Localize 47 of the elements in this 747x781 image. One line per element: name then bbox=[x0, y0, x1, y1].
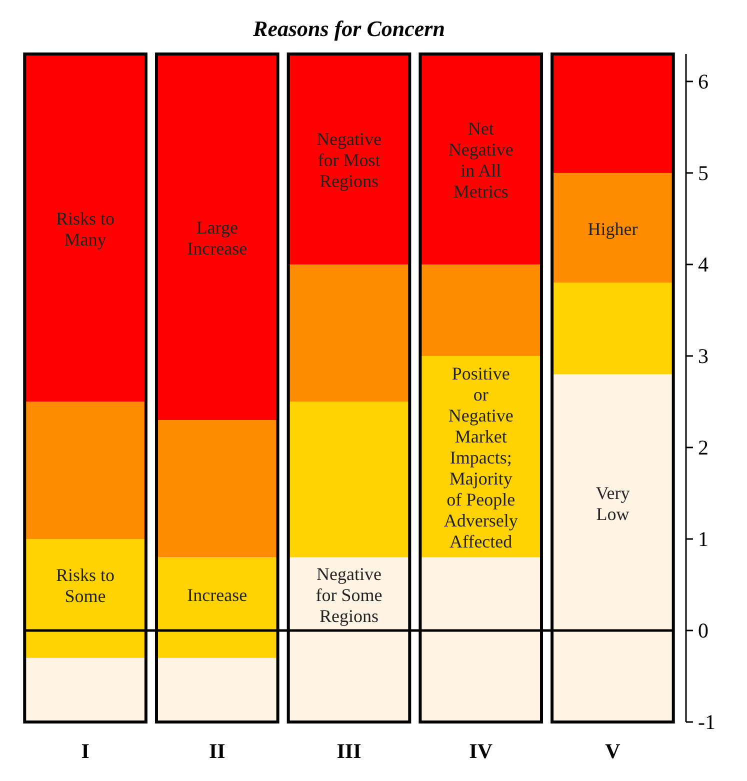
x-tick-label: IV bbox=[469, 739, 493, 763]
data-label: Large Increase bbox=[187, 218, 248, 259]
y-tick-label: 6 bbox=[698, 69, 708, 94]
data-label: Risks to Some bbox=[56, 565, 115, 606]
bar bbox=[24, 538, 146, 630]
x-tick-label: V bbox=[605, 739, 620, 763]
bar bbox=[288, 630, 410, 722]
x-tick-label: III bbox=[336, 739, 362, 763]
data-label: Increase bbox=[187, 584, 248, 605]
bar bbox=[156, 54, 278, 420]
bar bbox=[24, 54, 146, 402]
bar bbox=[552, 374, 674, 630]
bar bbox=[156, 630, 278, 658]
bar bbox=[156, 658, 278, 722]
bar bbox=[552, 172, 674, 283]
bar bbox=[420, 630, 542, 722]
data-label: Negative for Some Regions bbox=[316, 564, 382, 626]
bar bbox=[552, 282, 674, 374]
bar bbox=[288, 264, 410, 402]
bar bbox=[420, 54, 542, 264]
bar bbox=[552, 54, 674, 173]
bar bbox=[156, 420, 278, 558]
y-tick-label: -1 bbox=[698, 710, 716, 734]
bar bbox=[420, 557, 542, 630]
bar bbox=[288, 402, 410, 558]
data-label: Higher bbox=[588, 218, 638, 239]
y-tick-label: 4 bbox=[698, 252, 709, 276]
data-label: Very Low bbox=[596, 482, 630, 524]
data-label: Negative for Most Regions bbox=[316, 129, 382, 192]
bar bbox=[24, 658, 146, 722]
bar bbox=[24, 402, 146, 539]
bar bbox=[24, 630, 146, 658]
chart-title: Reasons for Concern bbox=[252, 16, 445, 41]
bar bbox=[420, 264, 542, 356]
data-label: Risks to Many bbox=[56, 208, 115, 250]
y-tick-label: 2 bbox=[698, 435, 708, 460]
bar bbox=[156, 557, 278, 630]
y-tick-label: 0 bbox=[698, 618, 708, 642]
y-tick-label: 1 bbox=[698, 526, 708, 551]
x-tick-label: I bbox=[81, 739, 90, 763]
x-tick-label: II bbox=[208, 739, 226, 763]
data-label: Net Negative in All Metrics bbox=[448, 118, 514, 202]
y-tick-label: 3 bbox=[698, 344, 708, 368]
bar bbox=[552, 630, 674, 722]
y-tick-label: 5 bbox=[698, 160, 708, 185]
bar bbox=[288, 54, 410, 264]
text: Positive or Negative Market Impacts; Majority of People Adversely Affected bbox=[444, 364, 518, 552]
